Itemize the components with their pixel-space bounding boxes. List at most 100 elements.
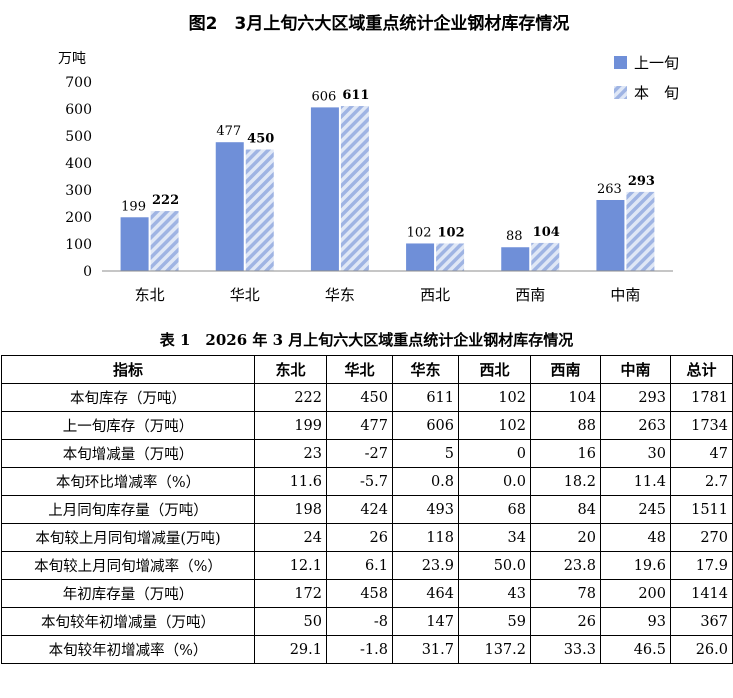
- row-label: 本旬较上月同旬增减量(万吨): [1, 523, 255, 552]
- table-cell: 47: [670, 439, 733, 468]
- data-label-current-period: 104: [533, 225, 560, 240]
- header-north: 华北: [326, 355, 393, 384]
- table-cell: 34: [458, 523, 531, 552]
- y-tick-label: 700: [65, 75, 92, 91]
- table-cell: 84: [530, 495, 601, 524]
- bar-current-period: [340, 106, 369, 271]
- header-northwest: 西北: [458, 355, 531, 384]
- table-row: 本旬增减量（万吨） 23 -27 5 0 16 30 47: [1, 439, 733, 468]
- table-row: 本旬较上月同旬增减率（%） 12.1 6.1 23.9 50.0 23.8 19.6 17.9: [1, 551, 733, 580]
- row-label: 本旬环比增减率（%）: [1, 467, 255, 496]
- header-east: 华东: [392, 355, 459, 384]
- row-label: 上月同旬库存量（万吨）: [1, 495, 255, 524]
- row-label: 本旬较年初增减量（万吨）: [1, 607, 255, 636]
- table-row: 本旬库存（万吨） 222 450 611 102 104 293 1781: [1, 383, 733, 412]
- table-cell: -5.7: [326, 467, 393, 496]
- y-tick-label: 200: [65, 210, 92, 226]
- x-category-label: 华北: [230, 286, 260, 304]
- data-label-current-period: 222: [152, 193, 179, 208]
- legend-label-previous-period: 上一旬: [634, 54, 679, 72]
- table-cell: 102: [458, 383, 531, 412]
- table-cell: 137.2: [458, 635, 531, 664]
- data-label-current-period: 293: [628, 174, 655, 189]
- table-cell: 222: [254, 383, 327, 412]
- table-row: 上月同旬库存量（万吨） 198 424 493 68 84 245 1511: [1, 495, 733, 524]
- legend-swatch-previous-period: [614, 56, 627, 69]
- y-tick-label: 0: [83, 264, 92, 280]
- header-indicator: 指标: [1, 355, 255, 384]
- x-category-label: 西南: [515, 286, 545, 304]
- table-title: 表 1 2026 年 3 月上旬六大区域重点统计企业钢材库存情况: [159, 331, 574, 349]
- table-row: 本旬较上月同旬增减量(万吨) 24 26 118 34 20 48 270: [1, 523, 733, 552]
- table-cell: -8: [326, 607, 393, 636]
- bar-current-period: [436, 243, 465, 271]
- bars-group: 199 222 477 450 606 611 102 102 88 104 263 293: [120, 88, 655, 271]
- data-label-current-period: 450: [247, 132, 274, 147]
- table-cell: 493: [392, 495, 459, 524]
- table-cell: 11.4: [600, 467, 671, 496]
- inventory-table: 指标 东北 华北 华东 西北 西南 中南 总计 本旬库存（万吨） 222 450 61…: [1, 355, 733, 664]
- data-label-previous-period: 477: [216, 124, 241, 139]
- bar-previous-period: [596, 199, 625, 271]
- table-cell: 26: [326, 523, 393, 552]
- x-category-label: 西北: [420, 286, 450, 304]
- table-cell: 1414: [670, 579, 733, 608]
- table-cell: 23.9: [392, 551, 459, 580]
- table-cell: 50: [254, 607, 327, 636]
- header-northeast: 东北: [254, 355, 327, 384]
- table-cell: 464: [392, 579, 459, 608]
- table-cell: 450: [326, 383, 393, 412]
- x-axis-categories: 东北 华北 华东 西北 西南 中南: [135, 286, 641, 304]
- data-label-current-period: 102: [438, 225, 465, 240]
- table-cell: 68: [458, 495, 531, 524]
- table-cell: -27: [326, 439, 393, 468]
- table-cell: 0: [458, 439, 531, 468]
- table-cell: 59: [458, 607, 531, 636]
- bar-current-period: [531, 242, 560, 271]
- y-tick-label: 300: [65, 183, 92, 199]
- chart-title: 图2 3月上旬六大区域重点统计企业钢材库存情况: [189, 13, 570, 34]
- row-label: 本旬较上月同旬增减率（%）: [1, 551, 255, 580]
- table-cell: 12.1: [254, 551, 327, 580]
- table-cell: 118: [392, 523, 459, 552]
- table-cell: 11.6: [254, 467, 327, 496]
- table-cell: 46.5: [600, 635, 671, 664]
- row-label: 年初库存量（万吨）: [1, 579, 255, 608]
- header-southwest: 西南: [530, 355, 601, 384]
- data-label-previous-period: 606: [312, 89, 337, 104]
- bar-current-period: [626, 191, 655, 271]
- table-cell: 31.7: [392, 635, 459, 664]
- y-tick-label: 600: [65, 102, 92, 118]
- table-cell: 199: [254, 411, 327, 440]
- table-body: 本旬库存（万吨） 222 450 611 102 104 293 1781 上一旬库存（万吨） 1…: [1, 383, 733, 664]
- row-label: 上一旬库存（万吨）: [1, 411, 255, 440]
- table-cell: 24: [254, 523, 327, 552]
- table-cell: 104: [530, 383, 601, 412]
- table-cell: 19.6: [600, 551, 671, 580]
- table-cell: 30: [600, 439, 671, 468]
- table-cell: 458: [326, 579, 393, 608]
- y-axis: 0 100 200 300 400 500 600 700: [65, 75, 92, 280]
- row-label: 本旬库存（万吨）: [1, 383, 255, 412]
- table-cell: 102: [458, 411, 531, 440]
- bar-previous-period: [310, 107, 339, 271]
- table-cell: 88: [530, 411, 601, 440]
- x-category-label: 中南: [610, 286, 640, 304]
- table-row: 本旬环比增减率（%） 11.6 -5.7 0.8 0.0 18.2 11.4 2.7: [1, 467, 733, 496]
- x-category-label: 东北: [135, 286, 165, 304]
- bar-previous-period: [215, 142, 244, 271]
- bar-chart: 图2 3月上旬六大区域重点统计企业钢材库存情况 万吨 0 100 200 300 400…: [0, 0, 733, 318]
- table-cell: 293: [600, 383, 671, 412]
- data-label-previous-period: 199: [121, 199, 146, 214]
- table-row: 本旬较年初增减率（%） 29.1 -1.8 31.7 137.2 33.3 46.5 26.0: [1, 635, 733, 664]
- table-cell: 48: [600, 523, 671, 552]
- table-cell: 367: [670, 607, 733, 636]
- table-cell: 20: [530, 523, 601, 552]
- bar-current-period: [150, 211, 179, 271]
- table-cell: 198: [254, 495, 327, 524]
- table-cell: 270: [670, 523, 733, 552]
- bar-previous-period: [406, 243, 435, 271]
- table-cell: 0.0: [458, 467, 531, 496]
- table-cell: 1734: [670, 411, 733, 440]
